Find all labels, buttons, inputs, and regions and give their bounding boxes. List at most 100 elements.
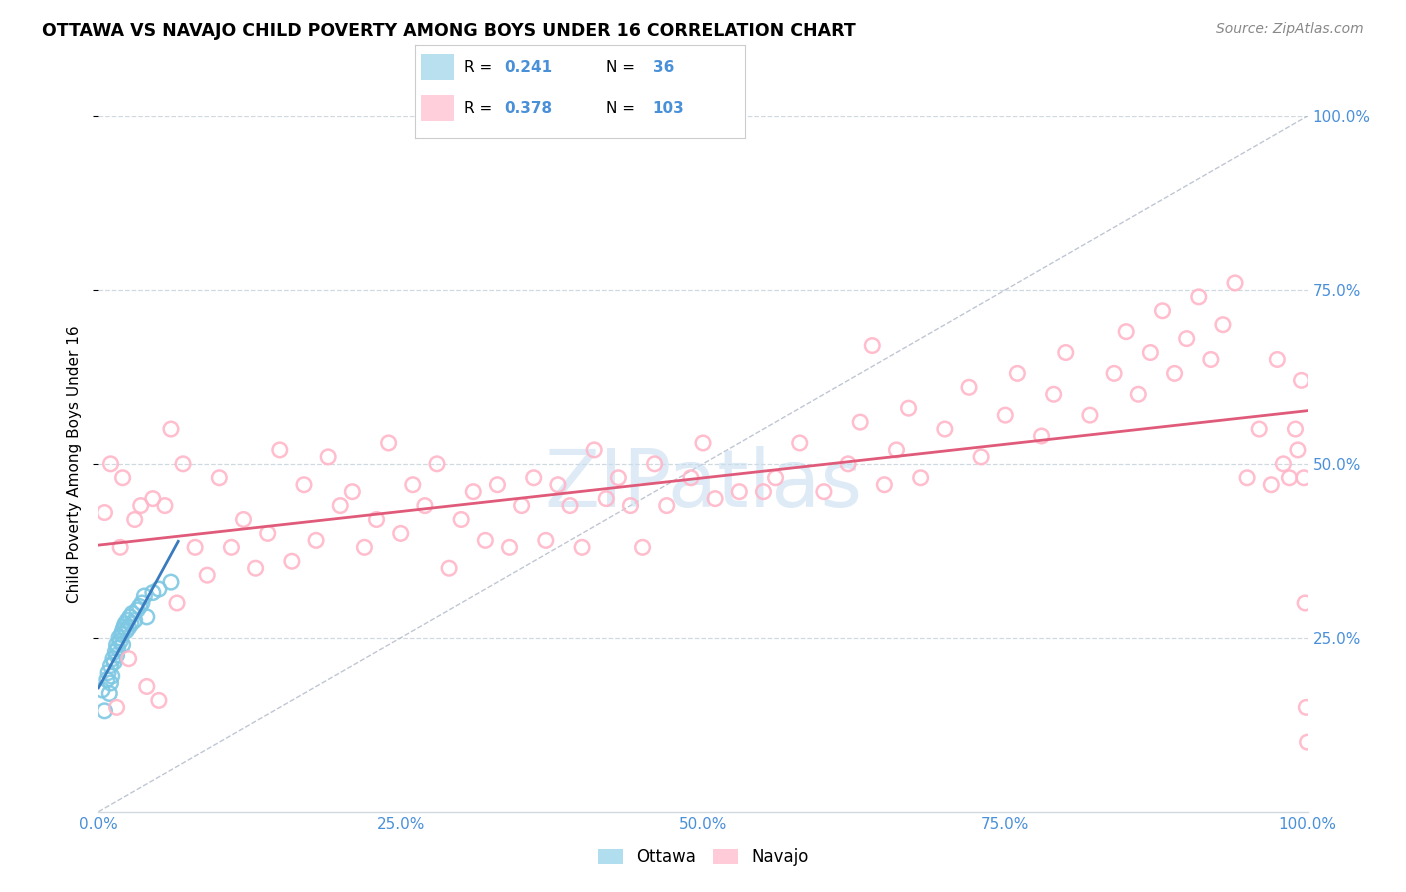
Point [97,665,120,680]
Point [292,477,315,491]
Point [1292,471,1315,485]
Text: N =: N = [606,60,640,75]
Point [897,401,920,416]
Point [142,491,165,506]
Point [523,471,546,485]
Point [281,554,304,568]
Point [595,491,617,506]
Point [619,499,641,513]
Point [1286,442,1309,457]
Point [134,589,156,603]
Point [195,568,218,582]
Point [1272,457,1295,471]
Point [1212,318,1234,332]
Legend: Ottawa, Navajo: Ottawa, Navajo [591,842,815,873]
Point [128,599,150,614]
Point [93,506,115,520]
Point [631,541,654,555]
Point [728,484,751,499]
Point [1031,429,1053,443]
Point [1260,477,1282,491]
Y-axis label: Child Poverty Among Boys Under 16: Child Poverty Among Boys Under 16 [67,325,83,603]
Point [118,620,141,634]
Point [886,442,908,457]
Point [498,541,520,555]
Point [127,603,149,617]
Text: ZIPatlas: ZIPatlas [544,446,862,524]
Point [105,700,128,714]
Point [510,499,533,513]
Point [117,614,139,628]
Point [148,693,170,707]
Point [1199,352,1222,367]
Point [849,415,872,429]
Point [108,541,131,555]
Point [994,408,1017,422]
Point [389,526,412,541]
Text: OTTAWA VS NAVAJO CHILD POVERTY AMONG BOYS UNDER 16 CORRELATION CHART: OTTAWA VS NAVAJO CHILD POVERTY AMONG BOY… [42,22,856,40]
Point [534,533,557,548]
Point [103,655,125,669]
Point [704,491,727,506]
Point [813,484,835,499]
Point [1236,471,1258,485]
Point [111,624,134,638]
Point [96,673,118,687]
Point [1163,367,1185,381]
Point [752,484,775,499]
Point [1054,345,1077,359]
Point [1152,303,1174,318]
FancyBboxPatch shape [422,95,454,121]
Point [679,471,702,485]
Text: R =: R = [464,60,498,75]
Point [124,512,146,526]
Point [93,704,115,718]
Text: 0.378: 0.378 [503,101,553,116]
Point [100,457,122,471]
Point [100,669,122,683]
Point [1284,422,1306,436]
Point [1042,387,1064,401]
Point [256,526,278,541]
Point [108,634,131,648]
Point [153,499,176,513]
Point [547,477,569,491]
Point [114,616,136,631]
Point [118,610,141,624]
Point [135,610,157,624]
Point [402,477,425,491]
Point [910,471,932,485]
Point [1128,387,1150,401]
Point [107,641,129,656]
Point [129,499,152,513]
Text: Source: ZipAtlas.com: Source: ZipAtlas.com [1216,22,1364,37]
Point [269,442,291,457]
Point [558,499,581,513]
Point [1291,373,1313,387]
Text: 36: 36 [652,60,673,75]
Text: R =: R = [464,101,498,116]
Point [110,627,132,641]
Point [184,541,207,555]
Point [1139,345,1161,359]
Point [1267,352,1289,367]
Point [873,477,896,491]
Point [98,686,121,700]
Point [342,484,364,499]
Point [692,436,714,450]
Point [208,471,231,485]
Point [377,436,399,450]
Point [131,596,153,610]
Text: 103: 103 [652,101,685,116]
Point [1188,290,1211,304]
Point [1102,367,1125,381]
Point [860,338,883,352]
Point [426,457,449,471]
Point [100,676,122,690]
Point [232,512,254,526]
Point [221,541,243,555]
Point [607,471,630,485]
Point [115,624,138,638]
Point [571,541,593,555]
Point [148,582,170,596]
